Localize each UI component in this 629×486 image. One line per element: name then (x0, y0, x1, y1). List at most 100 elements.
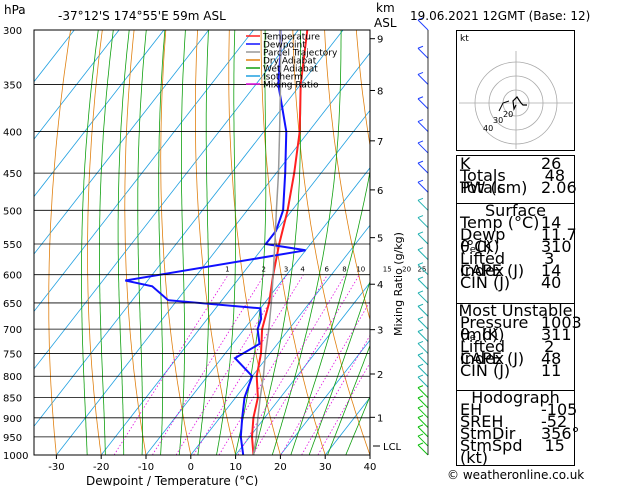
temperature-tick-label: -30 (48, 462, 64, 473)
pressure-tick-label: 600 (3, 271, 22, 282)
height-km-label: 3 (377, 326, 383, 337)
indices-box: K 26 Totals Totals 48 PW (cm) 2.06 (456, 154, 577, 204)
asl-unit: ASL (374, 16, 397, 30)
surface-label: Temp (°C) (460, 213, 540, 232)
dry-adiabat-line (355, 30, 370, 149)
wind-barb-flag (417, 179, 424, 183)
wind-barb-flag (417, 119, 424, 123)
wind-barb (417, 365, 429, 377)
wet-adiabat-line (137, 30, 147, 455)
surface-title: Surface (485, 201, 546, 220)
mixing-ratio-label: 3 (284, 266, 288, 274)
unstable-label: Pressure (mb) (460, 313, 529, 344)
pressure-tick-label: 650 (3, 299, 22, 310)
surface-value: 40 (541, 273, 562, 292)
isotherm-line (279, 339, 370, 455)
isotherm-line (145, 167, 370, 455)
legend-label: Isotherm (263, 73, 303, 83)
surface-row: θₑ(K) 310 (457, 237, 574, 256)
wind-barb-flag (417, 290, 424, 294)
unstable-label: Lifted Index (460, 337, 505, 368)
location-title: -37°12'S 174°55'E 59m ASL (58, 9, 226, 23)
hodograph-panel: kt 20 30 40 (456, 30, 575, 151)
unstable-row: CAPE (J) 48 (457, 351, 574, 367)
dry-adiabat-line (160, 30, 192, 455)
hodograph-trace (512, 96, 527, 112)
isotherm-line (34, 30, 165, 198)
surface-row: CAPE (J) 14 (457, 261, 574, 280)
surface-label: Dewp (°C) (460, 225, 506, 256)
lcl-label: LCL (383, 442, 402, 453)
unstable-label: θₑ (K) (460, 325, 505, 344)
legend-label: Dewpoint (263, 41, 306, 51)
unstable-value: 11 (541, 361, 562, 380)
pressure-tick-label: 750 (3, 349, 22, 360)
hodo-table-label: StmSpd (kt) (460, 436, 523, 467)
mixing-ratio-label: 2 (261, 266, 265, 274)
hodograph-table-title: Hodograph (471, 388, 560, 407)
wind-barb (417, 162, 429, 174)
height-km-labels: 9 8 7 6 5 4 3 2 1 (370, 35, 383, 424)
wind-barb-flag (417, 405, 424, 409)
wind-barb (417, 264, 429, 276)
surface-label: θₑ(K) (460, 237, 500, 256)
wind-barb-flag (417, 262, 424, 266)
wind-barbs (417, 17, 429, 456)
temperature-tick-labels: -30 -20 -10 0 10 20 30 40 (48, 455, 376, 473)
wind-barb (417, 249, 429, 261)
isotherm-line (34, 30, 120, 140)
height-km-label: 4 (377, 280, 383, 291)
wind-barb (417, 121, 429, 132)
legend-label: Mixing Ratio (263, 81, 319, 91)
wind-barb-flag (417, 160, 424, 164)
mixing-ratio-label: 1 (225, 266, 229, 274)
wind-barb (417, 233, 429, 245)
skewt-profiles (125, 30, 309, 455)
temperature-tick-label: 20 (274, 462, 287, 473)
wind-barb (417, 318, 429, 330)
surface-value: 310 (541, 237, 572, 256)
wet-adiabat-line (99, 30, 114, 455)
pressure-tick-label: 950 (3, 433, 22, 444)
wet-adiabat-line (308, 280, 370, 455)
temperature-tick-label: 30 (319, 462, 332, 473)
wet-adiabat-line (178, 30, 186, 455)
wet-adiabat-line (327, 344, 370, 455)
km-unit: km (376, 1, 395, 15)
unstable-value: 2 (544, 337, 555, 356)
wind-barb-flag (417, 424, 424, 428)
wind-barb (417, 343, 429, 354)
unstable-row: CIN (J) 11 (457, 361, 574, 380)
wind-barb-flag (417, 197, 424, 201)
hodograph-ring-label-30: 30 (493, 116, 503, 125)
hodo-table-label: SREH (460, 412, 504, 431)
wet-adiabat-line (345, 395, 370, 455)
dry-adiabat-line (594, 0, 629, 472)
height-km-label: 2 (377, 370, 383, 381)
height-km-label: 1 (377, 413, 383, 424)
wind-barb-flag (417, 363, 424, 367)
surface-row: Lifted Index 3 (457, 251, 574, 279)
unstable-label: CIN (J) (460, 361, 511, 380)
wind-barb-flag (417, 140, 424, 144)
wind-barb-flag (417, 385, 424, 389)
isotherm-line (190, 224, 370, 455)
mixing-ratio-label: 8 (342, 266, 346, 274)
index-row-k: K 26 (460, 154, 562, 173)
isotherm-line (34, 30, 299, 370)
wind-barb (417, 199, 429, 211)
surface-label: CAPE (J) (460, 261, 525, 280)
wind-barb (417, 142, 429, 154)
wind-barb (417, 47, 429, 59)
hodograph-plot: kt 20 30 40 (459, 34, 573, 149)
unstable-value: 311 (541, 325, 572, 344)
hodo-table-value: -105 (541, 400, 578, 419)
surface-value: 11.7 (541, 225, 577, 244)
isotherm-line (55, 52, 370, 455)
isobars (34, 29, 370, 456)
hodograph-ring-label-40: 40 (483, 124, 493, 133)
mixing-ratio-label: 10 (356, 266, 365, 274)
wind-barb-flag (417, 71, 424, 75)
wind-barb-flag (417, 96, 424, 100)
